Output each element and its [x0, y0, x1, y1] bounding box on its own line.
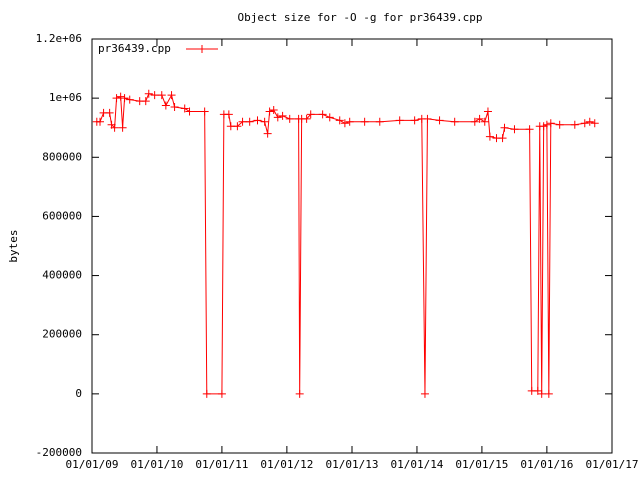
data-point	[253, 116, 262, 125]
data-point	[157, 91, 166, 100]
data-point	[150, 91, 159, 100]
x-tick-label: 01/01/14	[390, 458, 443, 471]
x-tick-label: 01/01/16	[520, 458, 573, 471]
data-point	[539, 122, 548, 131]
y-tick-label: -200000	[36, 446, 82, 459]
data-point	[180, 104, 189, 113]
data-point	[273, 113, 282, 122]
data-point	[185, 107, 194, 116]
x-tick-label: 01/01/11	[195, 458, 248, 471]
data-point	[200, 107, 209, 116]
data-point	[480, 117, 489, 126]
y-tick-label: 800000	[42, 150, 82, 163]
x-tick-label: 01/01/10	[130, 458, 183, 471]
data-point	[318, 110, 327, 119]
data-point	[170, 103, 179, 112]
data-point	[555, 120, 564, 129]
series-line	[96, 93, 595, 395]
data-point	[475, 114, 484, 123]
legend-marker	[198, 45, 206, 53]
data-point	[260, 117, 269, 126]
data-point	[580, 119, 589, 128]
data-point	[423, 114, 432, 123]
data-point	[302, 114, 311, 123]
data-point	[224, 110, 233, 119]
data-point	[570, 120, 579, 129]
data-point	[325, 113, 334, 122]
data-point	[420, 389, 429, 398]
data-point	[112, 94, 121, 103]
data-point	[285, 114, 294, 123]
data-point	[238, 117, 247, 126]
data-point	[144, 89, 153, 98]
data-point	[537, 389, 546, 398]
data-point	[470, 117, 479, 126]
data-point	[345, 117, 354, 126]
data-point	[265, 107, 274, 116]
data-point	[525, 125, 534, 134]
x-tick-label: 01/01/12	[260, 458, 313, 471]
data-point	[202, 389, 211, 398]
data-point	[485, 132, 494, 141]
data-point	[167, 91, 176, 100]
y-axis-label: bytes	[7, 229, 20, 262]
y-tick-label: 0	[75, 387, 82, 400]
data-point	[141, 97, 150, 106]
data-point	[340, 119, 349, 128]
data-point	[245, 117, 254, 126]
data-point	[306, 110, 315, 119]
data-point	[278, 111, 287, 120]
data-point	[269, 105, 278, 114]
data-point	[120, 94, 129, 103]
data-point	[544, 389, 553, 398]
data-point	[118, 123, 127, 132]
data-point	[96, 117, 105, 126]
x-tick-label: 01/01/13	[326, 458, 379, 471]
data-point	[546, 119, 555, 128]
data-point	[500, 123, 509, 132]
data-point	[510, 125, 519, 134]
data-point	[375, 117, 384, 126]
data-point	[542, 120, 551, 129]
chart-title: Object size for -O -g for pr36439.cpp	[237, 11, 482, 24]
data-point	[263, 129, 272, 138]
data-point	[105, 108, 114, 117]
data-point	[450, 117, 459, 126]
data-point	[116, 92, 125, 101]
data-point	[217, 389, 226, 398]
data-point	[335, 116, 344, 125]
data-point	[395, 116, 404, 125]
data-point	[590, 119, 599, 128]
data-point	[161, 101, 170, 110]
x-tick-label: 01/01/17	[586, 458, 639, 471]
y-tick-label: 200000	[42, 328, 82, 341]
y-tick-label: 1.2e+06	[36, 32, 82, 45]
data-point	[233, 122, 242, 131]
y-tick-label: 400000	[42, 269, 82, 282]
data-point	[585, 117, 594, 126]
legend-label: pr36439.cpp	[98, 42, 171, 55]
data-point	[435, 116, 444, 125]
data-point	[498, 134, 507, 143]
data-point	[295, 389, 304, 398]
data-point	[360, 117, 369, 126]
data-point	[483, 107, 492, 116]
x-tick-label: 01/01/09	[66, 458, 119, 471]
y-tick-label: 1e+06	[49, 91, 82, 104]
data-point	[410, 116, 419, 125]
x-tick-label: 01/01/15	[455, 458, 508, 471]
y-tick-label: 600000	[42, 209, 82, 222]
data-point	[110, 123, 119, 132]
data-point	[125, 95, 134, 104]
